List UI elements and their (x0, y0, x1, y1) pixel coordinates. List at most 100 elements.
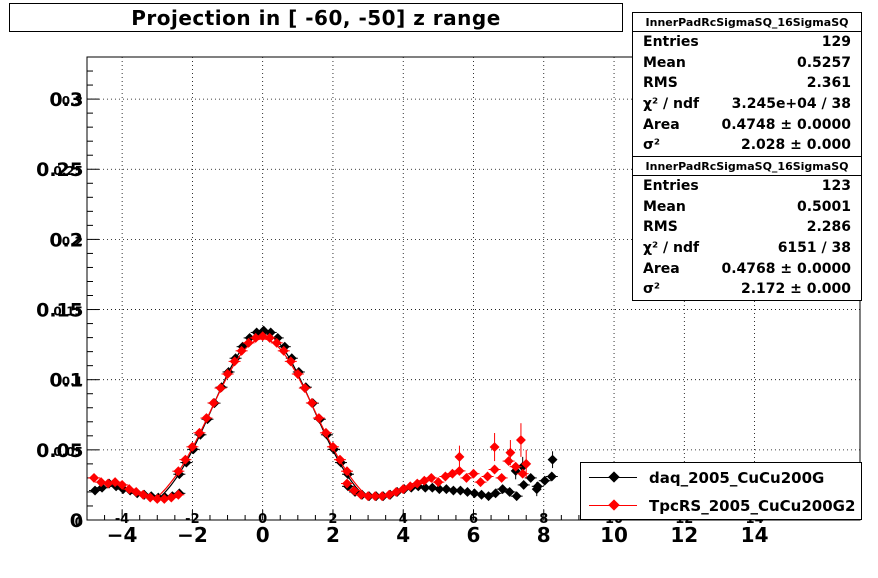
stats-header: InnerPadRcSigmaSQ_16SigmaSQ (633, 13, 861, 32)
x-tick-label: 14 (741, 523, 769, 547)
y-tick-label-inner: 0.1 (62, 375, 83, 389)
data-point-daq (511, 491, 522, 502)
stats-row-entries: Entries 129 (643, 34, 851, 51)
x-tick-label-inner: -2 (185, 512, 199, 527)
legend-marker-tpcrs (581, 493, 641, 519)
data-point-daq (469, 488, 480, 499)
data-point-tpcrs (356, 489, 367, 500)
data-point-tpcrs (515, 435, 526, 445)
data-point-tpcrs (173, 466, 184, 477)
legend-entry-daq: daq_2005_CuCu200G (581, 465, 861, 491)
x-tick-label: 2 (326, 523, 340, 547)
data-point-tpcrs (180, 454, 191, 465)
data-point-tpcrs (229, 356, 240, 367)
data-point-tpcrs (173, 489, 184, 500)
y-tick-label-inner: 0.2 (62, 234, 83, 248)
data-point-daq (539, 475, 550, 486)
data-point-tpcrs (278, 345, 289, 356)
data-point-tpcrs (461, 472, 472, 483)
data-point-tpcrs (503, 456, 514, 467)
stats-row-rms: RMS 2.361 (643, 75, 851, 92)
data-point-tpcrs (489, 464, 500, 475)
data-point-tpcrs (426, 472, 437, 483)
stats-row-mean: Mean 0.5257 (643, 54, 851, 71)
x-tick-label: 8 (537, 523, 551, 547)
x-tick-label-inner: -4 (115, 512, 129, 527)
data-point-tpcrs (159, 494, 170, 504)
data-point-tpcrs (433, 477, 444, 488)
data-point-daq (490, 488, 501, 499)
data-point-tpcrs (208, 397, 219, 408)
y-tick-label-inner: 0.15 (53, 305, 83, 319)
data-point-tpcrs (475, 477, 486, 488)
stats-row-chi2: χ² / ndf 6151 / 38 (643, 240, 851, 257)
data-point-tpcrs (257, 331, 268, 342)
x-tick-label-inner: 8 (539, 512, 548, 527)
data-point-tpcrs (489, 442, 500, 452)
data-point-daq (547, 454, 558, 465)
data-point-tpcrs (285, 356, 296, 367)
x-tick-label: −2 (177, 523, 208, 547)
data-point-tpcrs (313, 413, 324, 423)
data-point-daq (531, 484, 542, 495)
y-tick-label: 0 (70, 510, 83, 532)
data-point-tpcrs (377, 491, 388, 502)
data-point-daq (420, 482, 431, 493)
data-point-tpcrs (370, 491, 381, 502)
data-point-tpcrs (299, 383, 310, 394)
data-point-daq (441, 484, 452, 495)
data-point-tpcrs (342, 466, 352, 477)
data-point-daq (504, 486, 515, 497)
data-point-tpcrs (454, 465, 465, 476)
x-tick-label: 10 (600, 523, 628, 547)
x-tick-label-inner: 0 (258, 512, 267, 527)
stats-header: InnerPadRcSigmaSQ_16SigmaSQ (633, 157, 861, 176)
data-point-daq (462, 486, 473, 497)
stats-row-chi2: χ² / ndf 3.245e+04 / 38 (643, 96, 851, 113)
data-point-tpcrs (349, 485, 359, 496)
data-point-daq (427, 482, 438, 493)
data-point-tpcrs (521, 458, 532, 469)
data-point-daq (476, 489, 487, 500)
data-point-daq (448, 485, 459, 496)
x-tick-label: 0 (256, 523, 270, 547)
stats-row-sigma2: σ² 2.172 ± 0.000 (643, 281, 851, 298)
data-point-daq (546, 471, 557, 482)
data-point-tpcrs (306, 397, 317, 408)
x-tick-label: 4 (396, 523, 410, 547)
data-point-daq (525, 472, 536, 483)
data-point-tpcrs (215, 383, 226, 394)
data-point-tpcrs (328, 441, 338, 452)
data-point-tpcrs (187, 441, 198, 452)
stats-row-rms: RMS 2.286 (643, 219, 851, 236)
data-point-tpcrs (505, 447, 516, 458)
y-tick-label-inner: 0.3 (62, 94, 83, 108)
data-point-tpcrs (510, 461, 521, 472)
y-tick-label: 0.25 (36, 159, 83, 181)
data-point-tpcrs (236, 345, 247, 356)
data-point-tpcrs (222, 369, 233, 379)
y-tick-label: 0.3 (49, 89, 83, 111)
y-tick-label: 0.2 (49, 229, 83, 251)
legend-label-daq: daq_2005_CuCu200G (649, 469, 825, 487)
data-point-tpcrs (482, 471, 493, 482)
y-tick-label: 0.1 (49, 370, 83, 392)
data-point-tpcrs (468, 468, 479, 479)
data-point-tpcrs (250, 332, 261, 343)
stats-row-sigma2: σ² 2.028 ± 0.000 (643, 137, 851, 154)
stats-box-daq: InnerPadRcSigmaSQ_16SigmaSQ Entries 129 M… (632, 12, 862, 157)
x-tick-label: 12 (670, 523, 698, 547)
x-tick-label-inner: 4 (399, 512, 408, 527)
data-point-tpcrs (271, 337, 282, 348)
legend-label-tpcrs: TpcRS_2005_CuCu200G2 (649, 497, 856, 515)
data-point-tpcrs (194, 427, 205, 438)
stats-row-area: Area 0.4748 ± 0.0000 (643, 116, 851, 133)
data-point-tpcrs (335, 454, 345, 465)
data-point-tpcrs (292, 369, 303, 379)
y-tick-label: 0.05 (36, 440, 83, 462)
chart-title: Projection in [ -60, -50] z range (9, 3, 623, 32)
stats-row-entries: Entries 123 (643, 178, 851, 195)
y-tick-label-inner: 0.05 (53, 445, 83, 459)
data-point-daq (434, 484, 445, 495)
data-point-tpcrs (363, 491, 374, 502)
